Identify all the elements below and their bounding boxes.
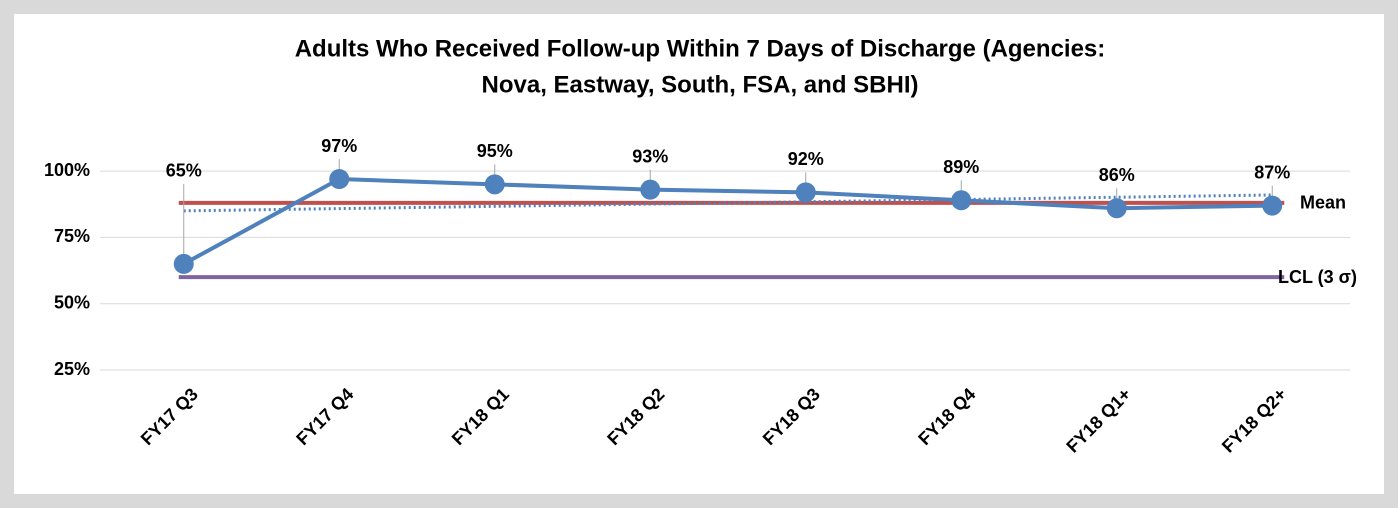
reference-label: LCL (3 σ) — [1278, 267, 1357, 287]
trend-line — [183, 193, 1273, 213]
data-label: 89% — [943, 157, 979, 177]
y-tick-label: 100% — [44, 160, 90, 180]
reference-label: Mean — [1300, 193, 1346, 213]
data-point — [951, 190, 972, 211]
y-tick-label: 75% — [54, 226, 90, 246]
data-point — [484, 174, 505, 195]
data-label: 97% — [321, 136, 357, 156]
chart-title: Adults Who Received Follow-up Within 7 D… — [295, 35, 1106, 62]
data-label: 93% — [632, 146, 668, 166]
y-tick-label: 50% — [54, 292, 90, 312]
data-line — [182, 177, 1273, 266]
panel — [14, 14, 1384, 494]
data-label: 86% — [1099, 165, 1135, 185]
data-label: 65% — [166, 161, 202, 181]
data-label: 92% — [788, 149, 824, 169]
data-point — [640, 179, 661, 200]
chart-title: Nova, Eastway, South, FSA, and SBHI) — [482, 71, 919, 98]
y-tick-label: 25% — [54, 359, 90, 379]
data-point — [1106, 198, 1127, 219]
data-point — [173, 253, 194, 274]
data-point — [329, 169, 350, 190]
data-point — [795, 182, 816, 203]
data-point — [1262, 195, 1283, 216]
data-label: 95% — [477, 141, 513, 161]
data-label: 87% — [1254, 162, 1290, 182]
